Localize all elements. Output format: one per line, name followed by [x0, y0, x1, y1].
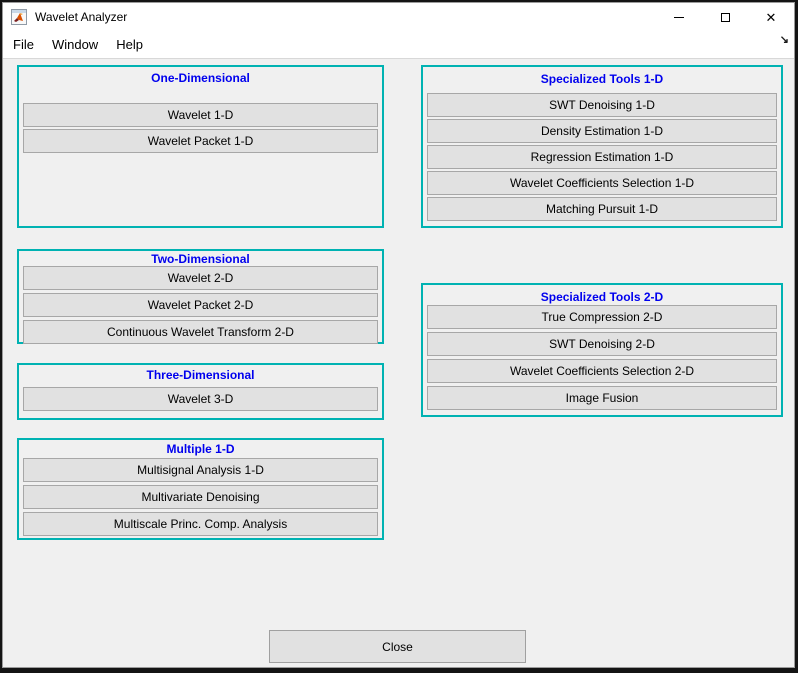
swt-denoising-1-d-button[interactable]: SWT Denoising 1-D [427, 93, 777, 117]
panel-multiple-1d: Multiple 1-D Multisignal Analysis 1-D Mul… [17, 438, 384, 540]
panel-button-list: SWT Denoising 1-D Density Estimation 1-D R… [427, 93, 777, 223]
wavelet-packet-2-d-button[interactable]: Wavelet Packet 2-D [23, 293, 378, 317]
panel-title: Three-Dimensional [146, 368, 255, 382]
window-title: Wavelet Analyzer [35, 10, 128, 24]
regression-estimation-1-d-button[interactable]: Regression Estimation 1-D [427, 145, 777, 169]
swt-denoising-2-d-button[interactable]: SWT Denoising 2-D [427, 332, 777, 356]
multiscale-princ-comp-analysis-button[interactable]: Multiscale Princ. Comp. Analysis [23, 512, 378, 536]
panel-two-dimensional: Two-Dimensional Wavelet 2-D Wavelet Packe… [17, 249, 384, 344]
matlab-icon [11, 9, 27, 25]
titlebar: Wavelet Analyzer ✕ [3, 3, 794, 31]
minimize-icon [674, 16, 684, 18]
wavelet-packet-1-d-button[interactable]: Wavelet Packet 1-D [23, 129, 378, 153]
wavelet-coefficients-selection-2-d-button[interactable]: Wavelet Coefficients Selection 2-D [427, 359, 777, 383]
density-estimation-1-d-button[interactable]: Density Estimation 1-D [427, 119, 777, 143]
close-window-button[interactable]: ✕ [748, 3, 794, 31]
menu-window[interactable]: Window [51, 37, 99, 52]
panel-button-list: Wavelet 2-D Wavelet Packet 2-D Continuous … [23, 266, 378, 347]
panel-three-dimensional: Three-Dimensional Wavelet 3-D [17, 363, 384, 420]
panel-specialized-tools-1d: Specialized Tools 1-D SWT Denoising 1-D D… [421, 65, 783, 228]
panel-button-list: True Compression 2-D SWT Denoising 2-D Wav… [427, 305, 777, 413]
wavelet-2-d-button[interactable]: Wavelet 2-D [23, 266, 378, 290]
panel-one-dimensional: One-Dimensional Wavelet 1-D Wavelet Packe… [17, 65, 384, 228]
maximize-button[interactable] [702, 3, 748, 31]
menu-help[interactable]: Help [116, 37, 143, 52]
menubar: File Window Help ↘ [3, 31, 794, 59]
panel-title: Two-Dimensional [151, 252, 250, 266]
panel-title: Specialized Tools 1-D [540, 72, 664, 86]
panel-button-list: Wavelet 3-D [23, 387, 378, 414]
panel-title: One-Dimensional [151, 71, 250, 85]
panel-specialized-tools-2d: Specialized Tools 2-D True Compression 2… [421, 283, 783, 417]
true-compression-2-d-button[interactable]: True Compression 2-D [427, 305, 777, 329]
wavelet-1-d-button[interactable]: Wavelet 1-D [23, 103, 378, 127]
wavelet-coefficients-selection-1-d-button[interactable]: Wavelet Coefficients Selection 1-D [427, 171, 777, 195]
panel-title: Specialized Tools 2-D [540, 290, 664, 304]
close-button[interactable]: Close [269, 630, 526, 663]
panel-button-list: Multisignal Analysis 1-D Multivariate Den… [23, 458, 378, 539]
menu-file[interactable]: File [13, 37, 34, 52]
window-controls: ✕ [656, 3, 794, 31]
minimize-button[interactable] [656, 3, 702, 31]
wavelet-3-d-button[interactable]: Wavelet 3-D [23, 387, 378, 411]
multisignal-analysis-1-d-button[interactable]: Multisignal Analysis 1-D [23, 458, 378, 482]
multivariate-denoising-button[interactable]: Multivariate Denoising [23, 485, 378, 509]
dock-arrow-icon[interactable]: ↘ [779, 34, 789, 46]
panel-title: Multiple 1-D [166, 442, 235, 456]
matching-pursuit-1-d-button[interactable]: Matching Pursuit 1-D [427, 197, 777, 221]
panel-button-list: Wavelet 1-D Wavelet Packet 1-D [23, 103, 378, 155]
image-fusion-button[interactable]: Image Fusion [427, 386, 777, 410]
maximize-icon [720, 12, 730, 22]
continuous-wavelet-transform-2-d-button[interactable]: Continuous Wavelet Transform 2-D [23, 320, 378, 344]
close-icon: ✕ [765, 9, 777, 25]
